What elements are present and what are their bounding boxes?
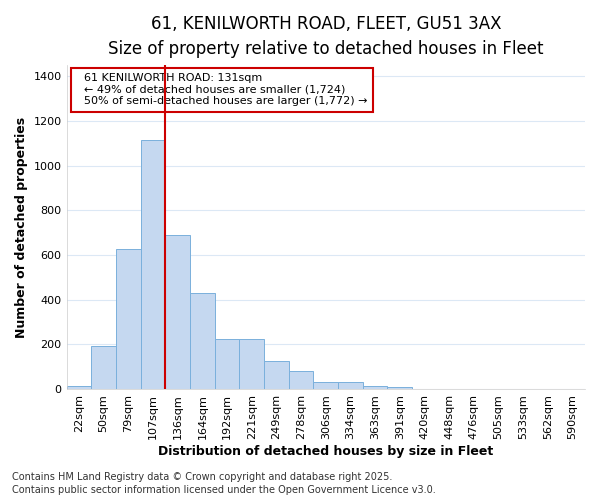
Bar <box>313 382 338 389</box>
Bar <box>388 386 412 389</box>
Text: 61 KENILWORTH ROAD: 131sqm
  ← 49% of detached houses are smaller (1,724)
  50% : 61 KENILWORTH ROAD: 131sqm ← 49% of deta… <box>77 73 367 106</box>
Y-axis label: Number of detached properties: Number of detached properties <box>15 116 28 338</box>
Bar <box>239 340 264 389</box>
X-axis label: Distribution of detached houses by size in Fleet: Distribution of detached houses by size … <box>158 444 493 458</box>
Bar <box>190 293 215 389</box>
Title: 61, KENILWORTH ROAD, FLEET, GU51 3AX
Size of property relative to detached house: 61, KENILWORTH ROAD, FLEET, GU51 3AX Siz… <box>108 15 544 58</box>
Bar <box>338 382 363 389</box>
Bar <box>140 140 165 389</box>
Bar <box>363 386 388 389</box>
Bar <box>67 386 91 389</box>
Bar <box>91 346 116 389</box>
Bar <box>289 371 313 389</box>
Text: Contains HM Land Registry data © Crown copyright and database right 2025.
Contai: Contains HM Land Registry data © Crown c… <box>12 472 436 495</box>
Bar <box>165 235 190 389</box>
Bar <box>215 340 239 389</box>
Bar <box>116 250 140 389</box>
Bar <box>264 361 289 389</box>
